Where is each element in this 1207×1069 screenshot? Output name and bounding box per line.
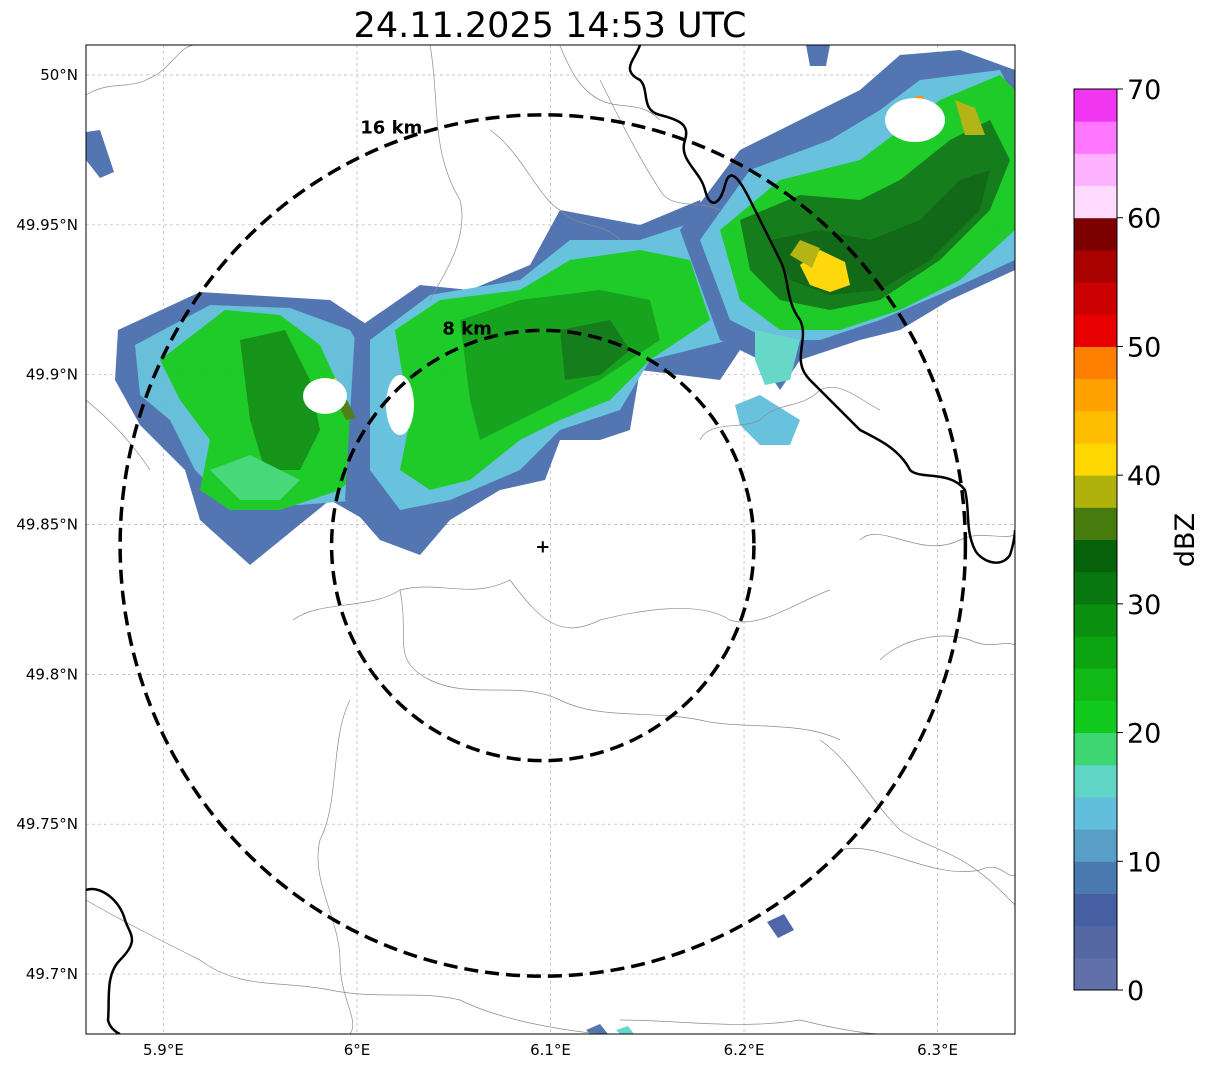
echo-isolated-cell-4 <box>586 1024 608 1034</box>
colorbar-band <box>1074 861 1117 894</box>
echo-gap-3 <box>386 375 414 435</box>
colorbar-band <box>1074 346 1117 380</box>
lat-tick-label: 49.8°N <box>26 665 78 683</box>
echo-gap-2 <box>303 378 347 414</box>
colorbar-band <box>1074 507 1117 540</box>
map-panel: 8 km 16 km + <box>85 44 1016 1035</box>
echo-dark-green <box>240 330 320 470</box>
colorbar-band <box>1074 475 1117 508</box>
colorbar-tick-label: 50 <box>1127 332 1161 363</box>
map-frame <box>85 44 1016 1035</box>
colorbar-band <box>1074 410 1117 444</box>
colorbar-frame <box>1073 88 1118 991</box>
colorbar-band <box>1074 539 1117 573</box>
echo-gap <box>885 98 945 142</box>
colorbar-tick-label: 70 <box>1127 75 1161 106</box>
range-ring-label: 16 km <box>360 117 422 138</box>
colorbar-band <box>1074 603 1117 637</box>
colorbar-band <box>1074 378 1117 412</box>
echo-isolated-cell-3 <box>806 45 830 66</box>
colorbar-band <box>1074 636 1117 669</box>
colorbar-band <box>1074 829 1117 862</box>
colorbar-label: dBZ <box>1170 513 1201 567</box>
latitude-ticks: 50°N 49.95°N 49.9°N 49.85°N 49.8°N 49.75°N 49.… <box>16 66 78 983</box>
lat-tick-label: 49.85°N <box>16 516 78 534</box>
lon-tick-label: 6.1°E <box>530 1041 571 1059</box>
echo-lightblue-patch-2 <box>755 330 800 385</box>
colorbar-tick-label: 20 <box>1127 719 1161 750</box>
colorbar-band <box>1074 217 1117 251</box>
lat-tick-label: 50°N <box>40 66 78 84</box>
colorbar-band <box>1074 249 1117 283</box>
colorbar-band <box>1074 282 1117 315</box>
lon-tick-label: 6°E <box>344 1041 371 1059</box>
lon-tick-label: 6.3°E <box>917 1041 958 1059</box>
echo-isolated-cell-2 <box>767 914 794 938</box>
colorbar-tick-label: 60 <box>1127 204 1161 235</box>
lon-tick-label: 6.2°E <box>724 1041 765 1059</box>
colorbar-bands <box>1074 89 1117 991</box>
range-ring-label: 8 km <box>442 319 492 340</box>
echo-olive-core <box>790 240 820 268</box>
colorbar-ticks: 0 10 20 30 40 50 60 70 <box>1117 75 1161 1007</box>
colorbar-tick-label: 40 <box>1127 461 1161 492</box>
colorbar-band <box>1074 442 1117 476</box>
range-rings: 8 km 16 km + <box>118 113 968 978</box>
lat-tick-label: 49.95°N <box>16 216 78 234</box>
reflectivity-echoes <box>86 45 1015 1034</box>
colorbar-band <box>1074 153 1117 187</box>
colorbar-band <box>1074 668 1117 701</box>
colorbar-band <box>1074 700 1117 734</box>
colorbar-band <box>1074 957 1117 991</box>
lat-tick-label: 49.75°N <box>16 815 78 833</box>
colorbar-band <box>1074 571 1117 605</box>
lon-tick-label: 5.9°E <box>143 1041 184 1059</box>
colorbar-band <box>1074 89 1117 122</box>
country-borders <box>86 45 1015 1034</box>
colorbar-band <box>1074 893 1117 927</box>
map-title: 24.11.2025 14:53 UTC <box>354 6 747 46</box>
colorbar: 0 10 20 30 40 50 60 70 dBZ <box>1073 75 1201 1007</box>
colorbar-tick-label: 10 <box>1127 847 1161 878</box>
lat-tick-label: 49.7°N <box>26 965 78 983</box>
echo-bright-green <box>210 455 300 500</box>
echo-lightblue-patch <box>735 395 800 445</box>
echo-olive-core-2 <box>955 100 985 135</box>
radar-location-marker: + <box>535 536 550 557</box>
admin-boundaries <box>86 45 1015 1034</box>
colorbar-band <box>1074 314 1117 347</box>
range-ring <box>118 113 968 978</box>
colorbar-band <box>1074 764 1117 798</box>
colorbar-band <box>1074 121 1117 154</box>
lat-tick-label: 49.9°N <box>26 366 78 384</box>
colorbar-band <box>1074 925 1117 959</box>
echo-isolated-cell-5 <box>616 1026 634 1034</box>
colorbar-band <box>1074 732 1117 766</box>
colorbar-band <box>1074 796 1117 830</box>
colorbar-band <box>1074 185 1117 219</box>
colorbar-tick-label: 30 <box>1127 590 1161 621</box>
echo-isolated-cell <box>86 130 114 178</box>
colorbar-tick-label: 0 <box>1127 976 1144 1007</box>
range-ring <box>329 328 756 763</box>
longitude-ticks: 5.9°E 6°E 6.1°E 6.2°E 6.3°E <box>143 1041 958 1059</box>
